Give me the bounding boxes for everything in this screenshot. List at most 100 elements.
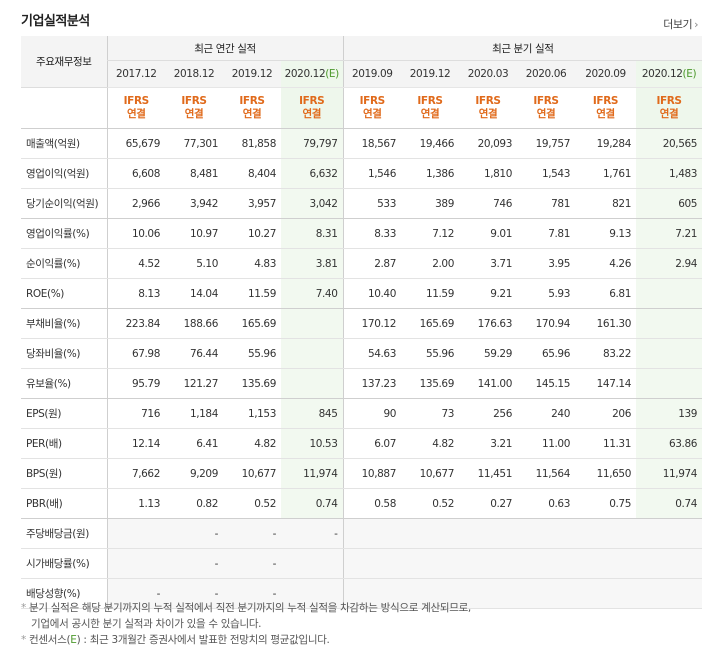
table-cell: 79,797 [281,128,343,159]
chevron-right-icon: › [694,18,698,31]
ifrs-consolidated-label: IFRS 연결 [281,87,343,129]
table-cell: 240 [517,398,575,429]
table-cell [517,578,575,609]
table-cell: 9.21 [459,278,517,309]
table-row: 영업이익률(%) 10.06 10.97 10.27 8.31 8.33 7.12 9.01 7… [21,218,703,249]
annual-period-header: 2018.12 [165,60,223,88]
table-cell: 176.63 [459,308,517,339]
table-cell: - [223,578,281,609]
table-cell: 20,565 [636,128,703,159]
table-cell: 10.06 [106,218,165,249]
table-cell: 59.29 [459,338,517,369]
row-label: 주당배당금(원) [21,518,107,549]
table-cell [459,548,517,579]
table-cell: 9,209 [165,458,223,489]
table-cell: 65,679 [106,128,165,159]
table-cell [517,518,575,549]
table-row: 당좌비율(%) 67.98 76.44 55.96 54.63 55.96 59.29 65.… [21,338,703,369]
table-cell [401,548,459,579]
table-cell: 141.00 [459,368,517,399]
table-cell: 4.82 [223,428,281,459]
table-cell [106,518,165,549]
table-cell: 19,466 [401,128,459,159]
ifrs-consolidated-label: IFRS 연결 [517,87,575,129]
table-cell: 6,632 [281,158,343,189]
footnote-1: * 분기 실적은 해당 분기까지의 누적 실적에서 직전 분기까지의 누적 실적… [21,602,471,614]
table-cell: 0.27 [459,488,517,519]
table-cell: 3,957 [223,188,281,219]
ifrs-consolidated-label: IFRS 연결 [342,87,401,129]
table-cell [459,518,517,549]
table-cell: 54.63 [342,338,401,369]
table-row: BPS(원) 7,662 9,209 10,677 11,974 10,887 10,677… [21,458,703,489]
table-cell [575,518,636,549]
table-cell [401,518,459,549]
more-link-label: 더보기 [663,18,693,31]
table-cell [459,578,517,609]
table-cell: 10,677 [223,458,281,489]
table-cell: - [106,578,165,609]
table-cell: 1.13 [106,488,165,519]
table-cell: 845 [281,398,343,429]
table-cell: 0.52 [223,488,281,519]
table-cell: 6.07 [342,428,401,459]
table-cell [636,308,703,339]
table-cell: 3.95 [517,248,575,279]
footnotes: * 분기 실적은 해당 분기까지의 누적 실적에서 직전 분기까지의 누적 실적… [21,600,471,648]
row-label: ROE(%) [21,278,107,309]
table-cell: 135.69 [223,368,281,399]
table-cell: 0.82 [165,488,223,519]
table-cell: 3.81 [281,248,343,279]
table-cell: 10.40 [342,278,401,309]
table-cell: 0.75 [575,488,636,519]
table-cell: 11,650 [575,458,636,489]
table-cell: 76.44 [165,338,223,369]
quarter-period-header: 2019.12 [401,60,459,88]
table-cell: 11.59 [223,278,281,309]
table-row: 매출액(억원) 65,679 77,301 81,858 79,797 18,567 19,… [21,128,703,159]
annual-period-header: 2020.12(E) [281,60,343,88]
ifrs-consolidated-label: IFRS 연결 [459,87,517,129]
table-row: ROE(%) 8.13 14.04 11.59 7.40 10.40 11.59 9.21 5.… [21,278,703,309]
estimate-mark: (E) [682,68,697,80]
quarter-period-header: 2019.09 [342,60,401,88]
row-label: BPS(원) [21,458,107,489]
table-cell: 781 [517,188,575,219]
quarter-period-header: 2020.06 [517,60,575,88]
table-cell: 9.13 [575,218,636,249]
table-row: PER(배) 12.14 6.41 4.82 10.53 6.07 4.82 3.21 11.0… [21,428,703,459]
table-cell: 8.31 [281,218,343,249]
table-cell: 77,301 [165,128,223,159]
estimate-mark: (E) [325,68,339,80]
more-link[interactable]: 더보기 › [663,16,698,32]
table-cell: 223.84 [106,308,165,339]
annual-period-header: 2017.12 [106,60,165,88]
quarter-period-header: 2020.09 [575,60,636,88]
table-cell [636,548,703,579]
annual-group-header: 최근 연간 실적 [106,36,343,61]
table-cell: 139 [636,398,703,429]
table-cell: 746 [459,188,517,219]
ifrs-consolidated-label: IFRS 연결 [165,87,223,129]
table-cell: 10.53 [281,428,343,459]
table-cell [636,278,703,309]
table-cell: 1,184 [165,398,223,429]
table-cell: 716 [106,398,165,429]
table-cell: - [281,518,343,549]
table-cell: 11,974 [281,458,343,489]
table-cell: 11.59 [401,278,459,309]
performance-table: 주요재무정보 최근 연간 실적 최근 분기 실적 2017.12 2018.12 2… [21,36,703,609]
table-cell: 1,546 [342,158,401,189]
table-cell [636,338,703,369]
footnote-2: * 컨센서스(E) : 최근 3개월간 증권사에서 발표한 전망치의 평균값입니… [21,634,330,646]
table-cell: 2.87 [342,248,401,279]
table-cell: 11.31 [575,428,636,459]
table-cell: 147.14 [575,368,636,399]
row-label: 당기순이익(억원) [21,188,107,219]
row-label: 배당성향(%) [21,578,107,609]
table-cell: 121.27 [165,368,223,399]
table-cell: 165.69 [223,308,281,339]
table-cell: 821 [575,188,636,219]
table-cell: 5.93 [517,278,575,309]
table-cell: 5.10 [165,248,223,279]
